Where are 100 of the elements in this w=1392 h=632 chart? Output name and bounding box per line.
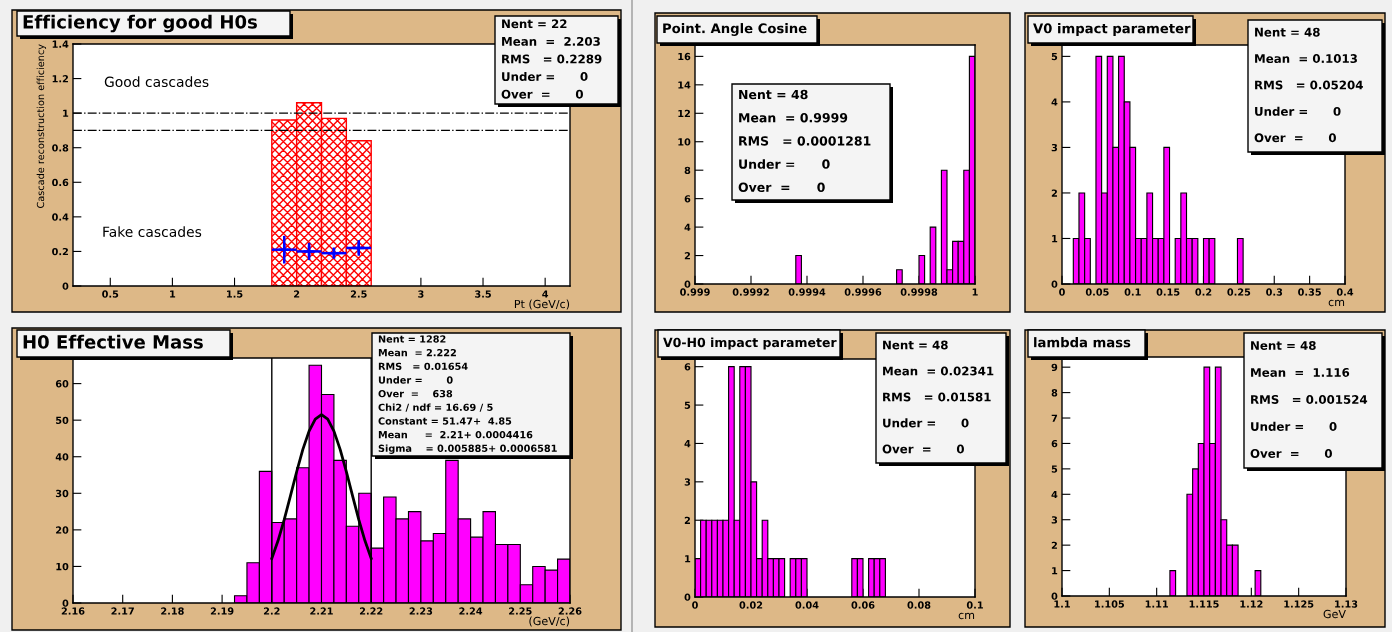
y-tick-label: 10 [678,138,691,146]
x-tick-label: 2.2 [263,607,280,615]
text: Nent = 48 Mean = 0.02341 RMS = 0.01581 Under = 0 Over = 0 [882,340,994,454]
y-tick-label: 50 [56,416,69,424]
y-tick-label: 60 [55,380,69,388]
x-tick-label: 2.21 [310,607,333,615]
x-tick-label: 0.3 [1266,288,1283,296]
y-tick-label: 0 [62,282,69,290]
x-tick-label: 1.105 [1095,600,1125,608]
x-tick-label: 1.11 [1145,600,1168,608]
y-tick-label: 3 [684,478,691,486]
x-tick-label: 2 [294,290,300,298]
x-tick-label: 1.13 [1335,600,1358,608]
y-tick-label: 4 [684,223,691,231]
y-tick-label: 16 [678,52,691,61]
y-tick-label: 5 [684,401,691,409]
y-tick-label: 1 [685,555,691,563]
x-tick-label: 0.15 [1156,288,1180,296]
y-tick-label: 3 [1051,143,1058,152]
x-tick-label: 0.5 [102,290,119,298]
x-tick-label: 1.12 [1240,600,1263,608]
chart-title: Efficiency for good H0s [23,14,257,33]
x-tick-label: 0.9994 [788,288,826,296]
y-tick-label: 6 [684,195,691,203]
x-tick-label: 2.22 [359,607,383,615]
chart-title: V0 impact parameter [1033,23,1191,36]
x-tick-label: 3.5 [475,290,491,298]
annotation: Nent = 48 Mean = 0.9999 RMS = 0.0001281 Under = 0 Over = 0 [738,89,871,193]
x-tick-label: 2.18 [161,607,184,615]
y-tick-label: 2 [684,252,690,260]
y-tick-label: 0.2 [52,247,68,256]
x-tick-label: 0.2 [1195,288,1212,296]
x-tick-label: 3 [418,290,424,298]
x-tick-label: 1.1 [1054,600,1070,608]
x-axis-title: Pt (GeV/c) [514,299,570,310]
x-tick-label: 0.1 [1124,288,1141,296]
x-tick-label: 0.999 [680,288,710,296]
x-tick-label: 0.9996 [844,288,882,296]
y-axis-title: Cascade reconstruction efficiency [36,44,47,208]
text: Nent = 48 Mean = 1.116 RMS = 0.001524 Under = 0 Over = 0 [1250,341,1368,458]
x-tick-label: 2.5 [350,290,367,298]
y-tick-label: 0.6 [52,178,69,187]
y-tick-label: 0 [684,280,691,288]
y-tick-label: 4 [1051,98,1058,106]
chart-title: Point. Angle Cosine [663,23,807,36]
y-tick-label: 9 [1051,363,1058,371]
text: Nent = 1282 Mean = 2.222 RMS = 0.01654 Under = 0 Over = 638 Chi2 / ndf = 16.69 / 5 Constant = 51.47+ 4.85 Mean = 2.21+ 0.0004416 Sigma = 0.005885+ 0.0006581 [378,335,557,454]
y-tick-label: 8 [1051,389,1058,397]
x-axis-title: cm [958,612,975,620]
x-tick-label: 0 [1059,288,1065,296]
y-tick-label: 7 [1051,414,1058,422]
y-tick-label: 14 [678,81,691,89]
chart-title: V0-H0 impact parameter [663,337,837,350]
y-tick-label: 20 [56,526,69,534]
x-tick-label: 2.16 [61,607,85,615]
x-tick-label: 0.05 [1085,288,1109,296]
y-tick-label: 1.4 [52,40,69,48]
y-tick-label: 40 [55,453,69,461]
x-tick-label: 0.4 [1336,288,1354,296]
annotation: Nent = 22 Mean = 2.203 RMS = 0.2289 Under = 0 Over = 0 [501,19,602,99]
y-tick-label: 2 [1051,189,1057,197]
y-tick-label: 1 [1052,567,1058,575]
y-tick-label: 6 [1051,439,1058,448]
x-tick-label: 1.115 [1189,600,1219,608]
x-tick-label: 0.1 [966,601,983,609]
x-axis-title: cm [1328,299,1345,307]
x-tick-label: 0.25 [1227,288,1251,296]
x-tick-label: 0.9992 [732,288,769,296]
x-tick-label: 2.19 [210,607,234,615]
x-tick-label: 0.02 [739,601,763,609]
y-tick-label: 4 [684,440,691,448]
chart-title: H0 Effective Mass [23,334,203,349]
x-tick-label: 0.9998 [900,288,938,296]
y-tick-label: 1 [1052,235,1058,243]
y-tick-label: 1.2 [52,75,68,83]
x-tick-label: 2.17 [111,607,134,615]
chart-title: lambda mass [1034,337,1131,348]
x-tick-label: 0.08 [907,601,931,609]
x-tick-label: 2.23 [409,607,433,615]
y-tick-label: 12 [678,109,690,117]
x-tick-label: 4 [542,290,549,298]
text: Nent = 48 Mean = 0.1013 RMS = 0.05204 Under = 0 Over = 0 [1254,27,1363,143]
y-tick-label: 2 [1051,541,1057,549]
y-tick-label: 10 [56,562,69,571]
y-tick-label: 30 [55,489,69,498]
y-tick-label: 4 [1051,490,1058,498]
y-tick-label: 8 [684,166,691,175]
x-tick-label: 0.06 [851,601,875,609]
x-tick-label: 0 [692,601,698,609]
y-tick-label: 0 [1051,280,1058,288]
x-axis-title: (GeV/c) [529,616,570,627]
annotation: Fake cascades [103,226,202,238]
x-tick-label: 2.25 [509,607,532,615]
y-tick-label: 0.4 [52,213,69,221]
y-tick-label: 0.8 [52,144,69,152]
y-tick-label: 0 [1051,592,1058,600]
y-tick-label: 6 [684,363,691,371]
x-tick-label: 1 [170,290,176,298]
y-tick-label: 5 [1051,465,1058,473]
y-tick-label: 5 [1051,52,1058,61]
